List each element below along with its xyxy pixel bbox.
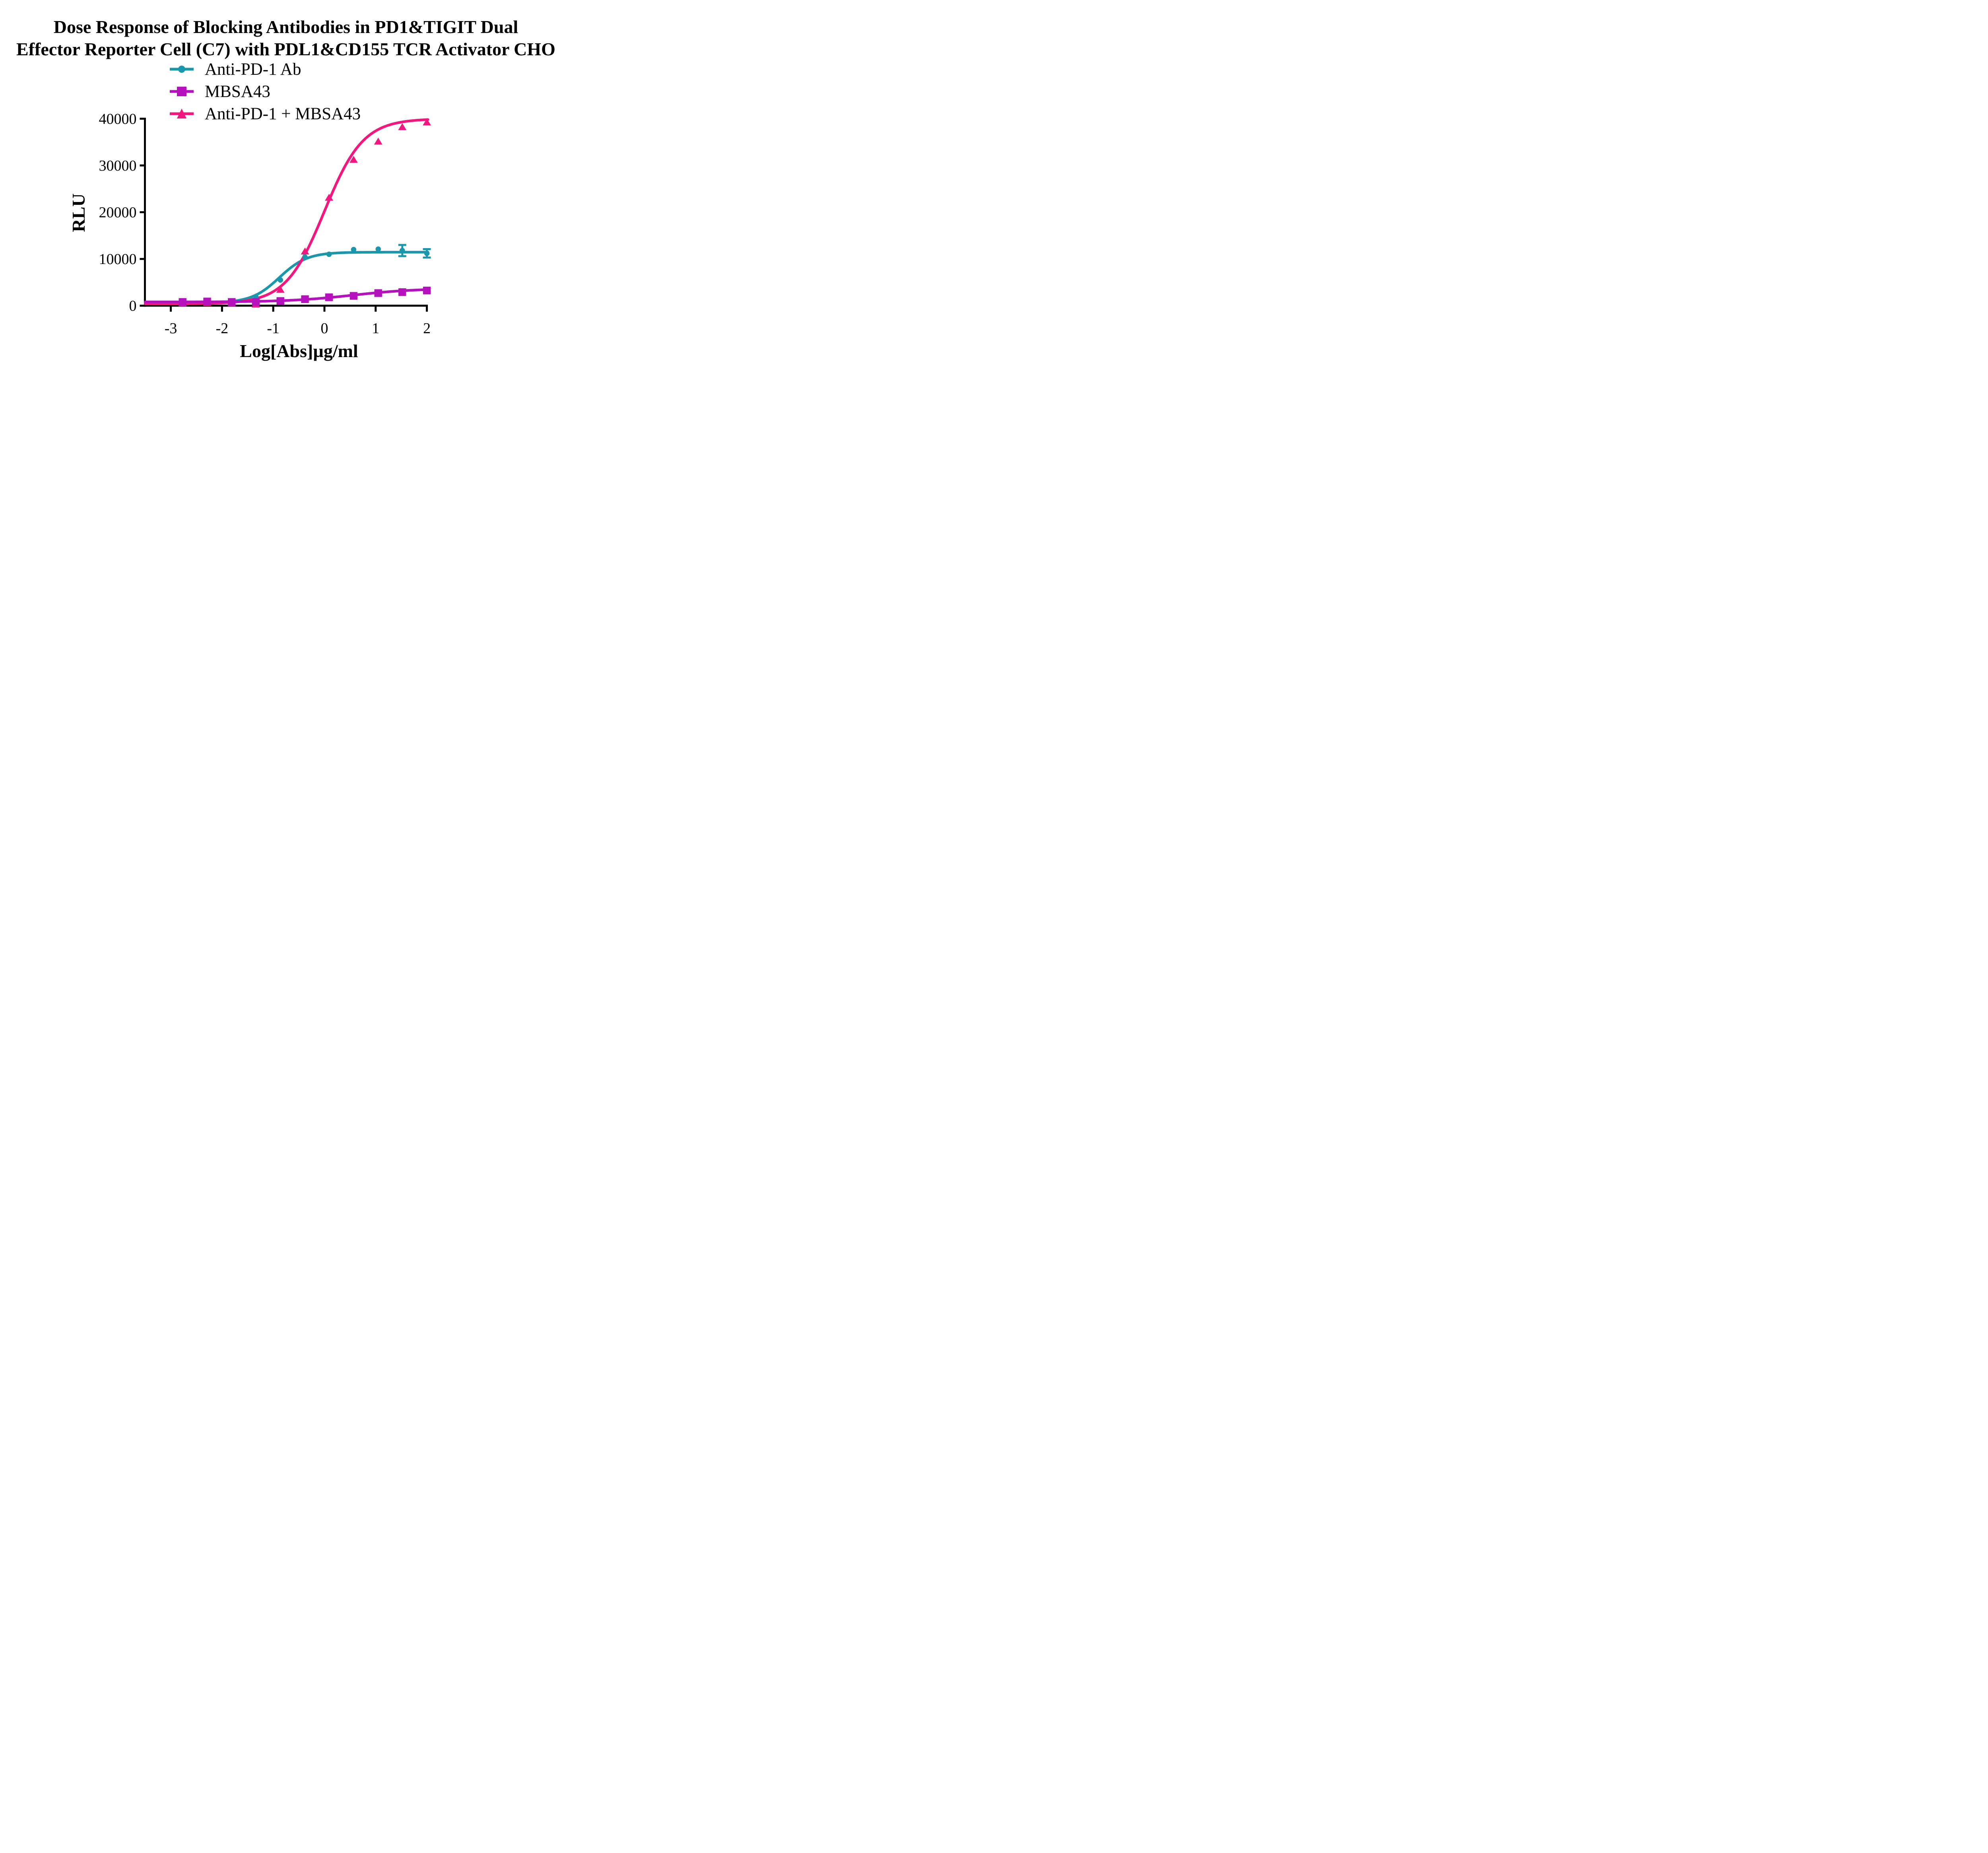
marker-anti-pd-1-mbsa43 <box>325 194 334 201</box>
marker-anti-pd-1-mbsa43 <box>349 156 358 163</box>
marker-anti-pd-1-ab <box>375 246 381 252</box>
marker-mbsa43 <box>349 292 358 300</box>
fit-curve-anti-pd-1-mbsa43 <box>144 118 429 305</box>
marker-anti-pd-1-ab <box>351 247 357 253</box>
legend: Anti-PD-1 Ab MBSA43 Anti-PD-1 + MBSA43 <box>169 58 361 125</box>
marker-mbsa43 <box>203 297 211 305</box>
marker-anti-pd-1-mbsa43 <box>301 247 309 254</box>
y-tick-label: 10000 <box>99 251 137 268</box>
marker-mbsa43 <box>252 298 260 306</box>
marker-mbsa43 <box>374 289 382 297</box>
x-axis-title: Log[Abs]µg/ml <box>240 341 358 361</box>
marker-mbsa43 <box>398 288 406 296</box>
y-tick-label: 0 <box>129 298 137 315</box>
legend-marker-square-icon <box>170 87 194 96</box>
x-tick-label: -3 <box>165 320 177 337</box>
marker-mbsa43 <box>228 298 236 306</box>
chart-figure: Dose Response of Blocking Antibodies in … <box>0 0 572 371</box>
y-tick-label: 40000 <box>99 111 137 127</box>
y-tick-label: 20000 <box>99 204 137 221</box>
x-tick-label: 1 <box>372 320 379 337</box>
marker-anti-pd-1-ab <box>399 248 405 253</box>
chart-title: Dose Response of Blocking Antibodies in … <box>0 16 572 60</box>
legend-label: MBSA43 <box>205 82 270 101</box>
marker-mbsa43 <box>276 297 284 305</box>
x-tick-label: -2 <box>216 320 229 337</box>
y-axis-title: RLU <box>68 193 89 232</box>
legend-label: Anti-PD-1 + MBSA43 <box>205 104 361 123</box>
marker-anti-pd-1-ab <box>278 277 283 283</box>
fit-curve-mbsa43 <box>144 288 429 303</box>
marker-mbsa43 <box>301 295 309 303</box>
marker-anti-pd-1-mbsa43 <box>398 123 407 130</box>
y-tick-label: 30000 <box>99 157 137 174</box>
x-tick-label: 0 <box>321 320 328 337</box>
legend-marker-triangle-icon <box>170 109 194 118</box>
x-tick-label: 2 <box>423 320 431 337</box>
marker-mbsa43 <box>179 298 186 306</box>
chart-title-line2: Effector Reporter Cell (C7) with PDL1&CD… <box>16 39 555 59</box>
plot-area: 0 10000 20000 30000 40000 -3 -2 -1 0 1 2 RLU Log[Abs… <box>68 111 431 361</box>
fit-curve-anti-pd-1-ab <box>144 251 429 305</box>
marker-anti-pd-1-ab <box>302 254 308 260</box>
legend-item-anti-pd1: Anti-PD-1 Ab <box>169 58 361 80</box>
marker-anti-pd-1-mbsa43 <box>276 286 285 293</box>
marker-anti-pd-1-mbsa43 <box>423 118 431 126</box>
marker-anti-pd-1-ab <box>326 251 332 257</box>
x-tick-label: -1 <box>267 320 280 337</box>
legend-label: Anti-PD-1 Ab <box>205 60 301 79</box>
chart-title-line1: Dose Response of Blocking Antibodies in … <box>53 17 518 37</box>
legend-item-combo: Anti-PD-1 + MBSA43 <box>169 103 361 125</box>
legend-marker-circle-icon <box>170 66 194 73</box>
marker-mbsa43 <box>423 286 431 295</box>
marker-anti-pd-1-mbsa43 <box>374 138 382 145</box>
marker-mbsa43 <box>325 293 333 301</box>
legend-item-mbsa43: MBSA43 <box>169 80 361 103</box>
marker-anti-pd-1-ab <box>424 251 430 256</box>
